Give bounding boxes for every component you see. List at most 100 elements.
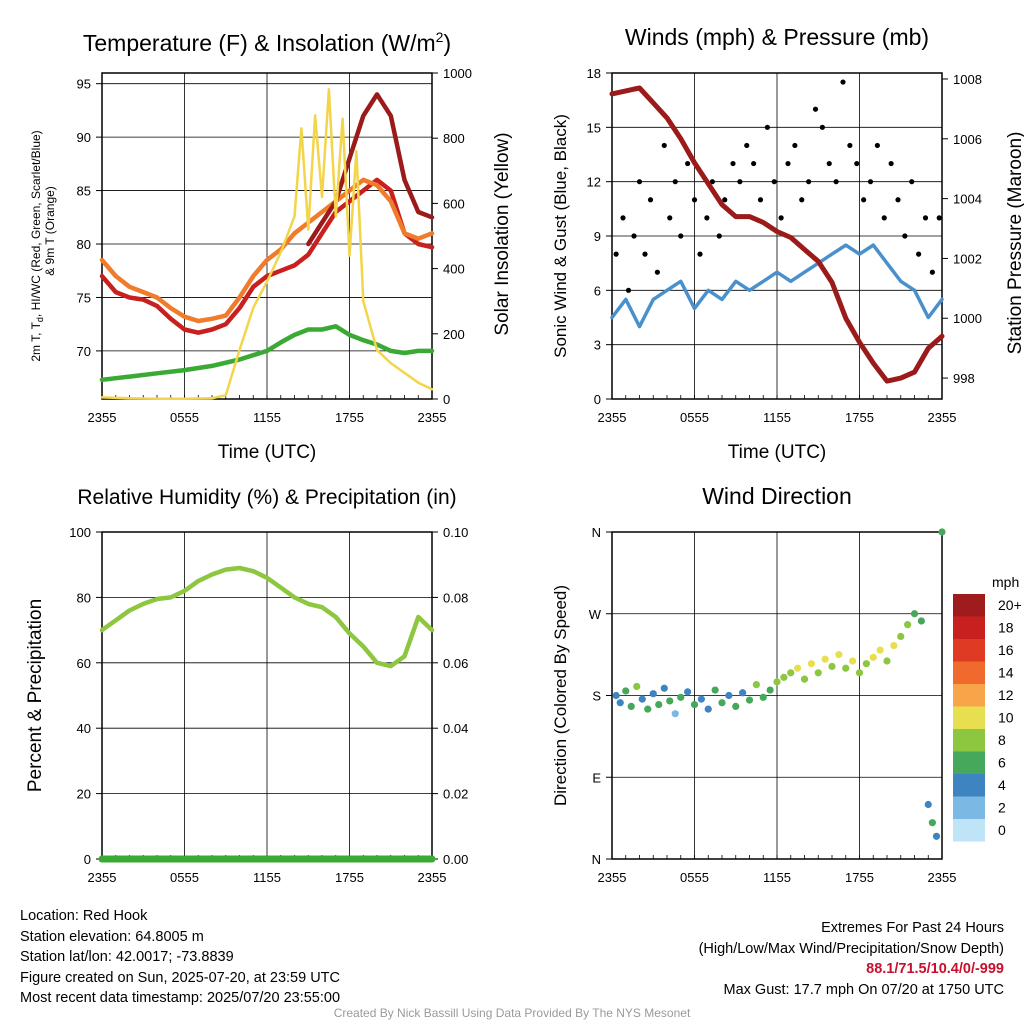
direction-point [932, 832, 941, 840]
direction-point [828, 662, 836, 671]
gust-point [636, 179, 643, 185]
direction-point [644, 705, 652, 713]
legend-swatch [953, 594, 985, 617]
gust-point [888, 160, 894, 167]
legend-label: 14 [998, 665, 1014, 681]
y2-axis-label: Station Pressure (Maroon) [1005, 132, 1024, 355]
y2-tick-label: 998 [953, 371, 975, 386]
gust-point [826, 160, 832, 167]
direction-point [627, 702, 635, 711]
credit-line: Created By Nick Bassill Using Data Provi… [333, 1006, 691, 1020]
gust-point [709, 179, 715, 185]
y2-tick-label: 1000 [953, 311, 982, 326]
direction-point [704, 705, 712, 713]
gust-point [881, 215, 887, 221]
x-tick-label: 2355 [598, 410, 627, 425]
y2-tick-label: 200 [443, 327, 465, 342]
x-tick-label: 2355 [88, 870, 117, 885]
x-tick-label: 0555 [680, 870, 709, 885]
x-tick-label: 2355 [88, 410, 117, 425]
gust-point [867, 179, 874, 185]
gust-point [730, 160, 736, 167]
series-line [99, 177, 435, 335]
y-tick-label: 3 [594, 338, 601, 353]
legend-label: 16 [998, 642, 1014, 658]
direction-point [622, 687, 630, 695]
y-tick-label: 18 [587, 66, 601, 81]
y-tick-label: 6 [594, 283, 601, 298]
gust-point [771, 179, 777, 185]
panel-humidity: 2355 0555 1155 1755 2355 0 20 40 60 80 100 0.00 0.02… [25, 486, 468, 885]
y-tick-label: 95 [77, 77, 91, 92]
legend-label: 12 [998, 687, 1014, 703]
series-line [609, 85, 945, 384]
gust-point [799, 197, 805, 203]
chart-title: Temperature (F) & Insolation (W/m2) [83, 29, 451, 56]
direction-point [938, 528, 946, 536]
x-tick-label: 1755 [335, 870, 364, 885]
chart-title: Relative Humidity (%) & Precipitation (i… [77, 486, 456, 509]
gust-point [861, 197, 867, 203]
x-tick-label: 2355 [418, 410, 447, 425]
y-tick-label: E [592, 770, 601, 785]
series-line [610, 243, 944, 329]
direction-point [711, 686, 719, 694]
y2-tick-label: 0.04 [443, 721, 468, 736]
legend-label: 2 [998, 800, 1006, 816]
legend-title: mph [992, 574, 1019, 590]
y-tick-label: 0 [594, 392, 601, 407]
chart-title: Wind Direction [702, 483, 852, 509]
y-tick-label: 12 [587, 175, 601, 190]
x-tick-label: 1155 [763, 870, 791, 885]
y-tick-label: N [592, 852, 601, 867]
y-tick-label: 60 [77, 656, 91, 671]
direction-point [759, 693, 767, 701]
x-tick-label: 0555 [170, 870, 199, 885]
legend-swatch [953, 796, 985, 819]
direction-point [928, 819, 936, 827]
y-tick-label: 80 [77, 237, 91, 252]
gust-point [806, 179, 812, 185]
direction-point [684, 688, 692, 696]
direction-point [876, 646, 884, 654]
y-tick-label: 20 [77, 787, 91, 802]
legend-label: 10 [998, 710, 1014, 726]
y-axis-label: Sonic Wind & Gust (Blue, Black) [551, 114, 570, 358]
gust-point [613, 251, 619, 257]
panel-winds: 2355 0555 1155 1755 2355 0 3 6 9 12 15 18 998 1000 100… [551, 24, 1024, 463]
direction-point [660, 684, 668, 692]
gust-point [785, 160, 791, 167]
direction-point [718, 699, 726, 707]
max-gust: Max Gust: 17.7 mph On 07/20 at 1750 UTC [723, 981, 1004, 998]
direction-point [862, 660, 870, 668]
direction-point [794, 664, 802, 672]
gust-point [737, 179, 743, 185]
direction-point [766, 686, 774, 694]
direction-point [842, 664, 850, 672]
y2-tick-label: 0 [443, 392, 450, 407]
y-tick-label: 40 [77, 721, 91, 736]
gust-point [902, 233, 908, 239]
direction-point [677, 693, 685, 701]
gust-point [819, 124, 825, 130]
direction-point [697, 695, 705, 703]
x-tick-label: 2355 [928, 870, 957, 885]
gust-point [751, 160, 757, 167]
station-info: Location: Red Hook Station elevation: 64… [20, 906, 340, 1009]
direction-point [883, 657, 891, 665]
x-tick-label: 1755 [845, 870, 874, 885]
y-axis-label: 2m T, Td, HI/WC (Red, Green, Scarlet/Blu… [29, 130, 45, 361]
y2-axis-label: Solar Insolation (Yellow) [492, 132, 513, 335]
legend-swatch [953, 684, 985, 707]
legend-label: 8 [998, 732, 1006, 748]
direction-point [904, 621, 912, 629]
gust-point [678, 233, 684, 239]
x-tick-label: 1755 [845, 410, 874, 425]
y-tick-label: 9 [594, 229, 601, 244]
y-axis-label: Percent & Precipitation [25, 599, 46, 792]
y2-tick-label: 1002 [953, 251, 982, 266]
y-axis-label: Direction (Colored By Speed) [551, 585, 570, 806]
gust-point [716, 233, 722, 239]
legend-label: 20+ [998, 597, 1022, 613]
